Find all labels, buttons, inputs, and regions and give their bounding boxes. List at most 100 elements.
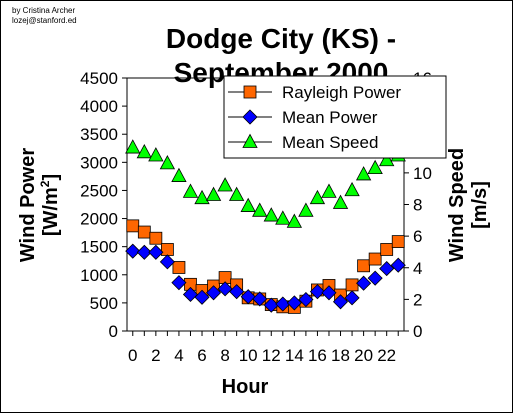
mean-power-point — [159, 254, 175, 270]
y-right-tick-label: 10 — [413, 164, 432, 183]
mean-speed-point — [194, 189, 210, 205]
y-right-axis-title: Wind Speed [m/s] — [446, 148, 491, 262]
mean-power-point — [229, 284, 245, 300]
y-left-tick-label: 4500 — [80, 69, 118, 88]
mean-power-point — [240, 289, 256, 305]
mean-speed-point — [298, 202, 314, 217]
y-right-axis-title-line2: [m/s] — [469, 181, 491, 229]
mean-power-point — [390, 257, 406, 273]
legend-rayleigh-power: Rayleigh Power — [228, 83, 401, 102]
x-tick-label: 4 — [174, 346, 183, 365]
y-right-axis-title-line1: Wind Speed — [446, 148, 468, 262]
mean-power-point — [356, 275, 372, 291]
rayleigh-power-point — [172, 261, 186, 274]
x-tick-label: 22 — [377, 346, 396, 365]
mean-power-point — [194, 289, 210, 305]
x-tick-label: 14 — [285, 346, 304, 365]
credit-email: lozej@stanford.ed — [12, 16, 77, 25]
mean-speed-point — [125, 139, 141, 154]
marks-group — [125, 139, 406, 314]
mean-power-point — [217, 281, 233, 297]
mean-speed-point — [171, 167, 187, 182]
x-axis-title: Hour — [222, 376, 269, 398]
y-left-tick-label: 2000 — [80, 210, 118, 229]
mean-speed-point — [228, 186, 245, 201]
y-right-tick-label: 4 — [413, 259, 422, 278]
x-tick-label: 20 — [354, 346, 373, 365]
mean-speed-point — [332, 194, 349, 209]
mean-power-point — [309, 284, 326, 300]
y-left-tick-label: 4000 — [80, 97, 118, 116]
mean-power-point — [286, 295, 302, 311]
rayleigh-power-point — [149, 231, 163, 245]
legend-label: Mean Speed — [282, 133, 378, 152]
y-left-axis-title-line1: Wind Power — [17, 148, 39, 262]
mean-speed-point — [379, 151, 395, 167]
mean-power-point — [263, 297, 279, 313]
mean-speed-point — [286, 213, 303, 228]
x-tick-label: 18 — [331, 346, 350, 365]
y-left-axis-title-line2: [W/m2] — [38, 174, 62, 236]
legend-mean-speed: Mean Speed — [228, 133, 378, 152]
rayleigh-power-point — [357, 259, 371, 273]
mean-power-point — [252, 291, 268, 307]
legend-marker — [242, 133, 258, 148]
y-left-tick-label: 3500 — [80, 125, 118, 144]
axes-group: 0500100015002000250030003500400045000246… — [80, 69, 432, 365]
y-left-tick-label: 1500 — [80, 238, 118, 257]
mean-power-point — [136, 244, 152, 260]
mean-power-point — [125, 243, 141, 259]
mean-speed-point — [205, 186, 222, 201]
series-mean-power — [125, 243, 406, 313]
chart-title-line1: Dodge City (KS) - — [166, 23, 396, 54]
mean-speed-point — [344, 181, 360, 197]
mean-speed-point — [263, 207, 279, 222]
rayleigh-power-point — [380, 243, 394, 256]
mean-speed-point — [355, 166, 372, 181]
rayleigh-power-point — [368, 252, 382, 266]
legend-items: Rayleigh Power Mean Power Mean Speed — [228, 83, 401, 152]
mean-power-point — [344, 290, 360, 306]
mean-speed-point — [367, 159, 383, 175]
rayleigh-power-point — [160, 243, 174, 256]
mean-speed-point — [321, 183, 337, 198]
legend: Rayleigh Power Mean Power Mean Speed — [223, 75, 447, 159]
legend-marker — [243, 85, 257, 99]
y-right-tick-label: 2 — [413, 290, 422, 309]
legend-label: Rayleigh Power — [282, 83, 401, 102]
mean-power-point — [332, 294, 349, 310]
rayleigh-power-point — [391, 235, 405, 249]
mean-speed-point — [136, 143, 152, 159]
y-left-tick-label: 500 — [90, 294, 118, 313]
mean-power-point — [298, 291, 314, 308]
y-left-tick-label: 0 — [109, 322, 118, 341]
x-tick-label: 0 — [128, 346, 137, 365]
rayleigh-power-point — [126, 219, 140, 233]
x-tick-label: 16 — [308, 346, 327, 365]
y-right-tick-label: 6 — [413, 227, 422, 246]
x-tick-label: 2 — [151, 346, 160, 365]
legend-label: Mean Power — [282, 108, 378, 127]
mean-speed-point — [159, 155, 176, 170]
y-left-axis-title: Wind Power [W/m2] — [17, 148, 62, 262]
mean-power-point — [275, 296, 291, 312]
mean-speed-point — [240, 197, 256, 212]
mean-speed-point — [275, 210, 291, 225]
rayleigh-power-point — [137, 225, 151, 239]
y-left-tick-label: 2500 — [80, 181, 118, 200]
mean-speed-point — [252, 202, 268, 217]
y-left-tick-label: 1000 — [80, 266, 118, 285]
mean-power-point — [321, 285, 337, 301]
x-tick-label: 6 — [197, 346, 206, 365]
y-left-tick-label: 3000 — [80, 153, 118, 172]
mean-power-point — [171, 275, 187, 291]
x-tick-label: 12 — [262, 346, 281, 365]
legend-mean-power: Mean Power — [228, 108, 378, 127]
mean-speed-point — [309, 189, 326, 205]
y-right-tick-label: 0 — [413, 322, 422, 341]
mean-power-point — [182, 286, 199, 303]
legend-marker — [242, 109, 258, 125]
rayleigh-power-point — [345, 278, 359, 292]
